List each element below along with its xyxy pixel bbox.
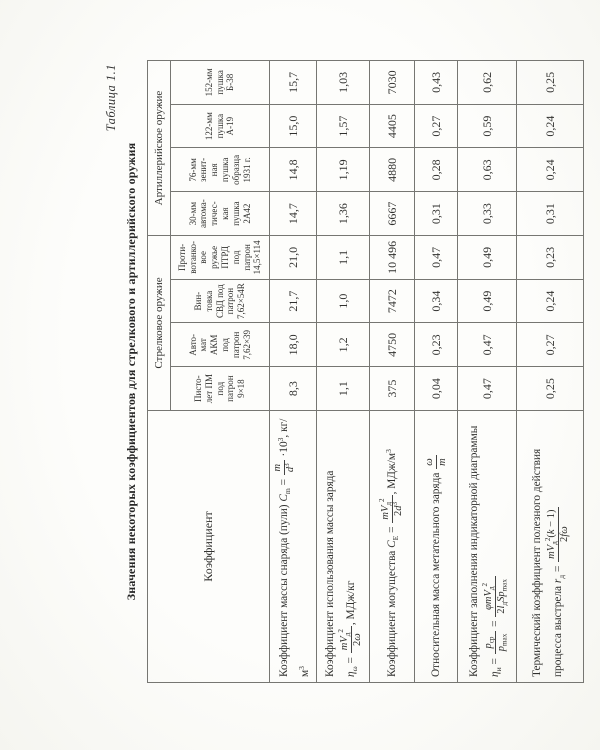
value-cell: 4880 (369, 148, 415, 192)
value-cell: 0,28 (414, 148, 458, 192)
value-cell: 1,03 (316, 60, 370, 105)
weapon-column-header: Проти-вотанко-вое ружье ПТРД под патрон 14,5×… (170, 235, 270, 280)
value-cell: 0,31 (414, 191, 458, 236)
value-cell: 8,3 (269, 366, 317, 411)
value-cell: 10 496 (369, 235, 415, 280)
value-cell: 0,47 (414, 235, 458, 280)
value-cell: 0,47 (457, 366, 517, 411)
weapon-column-header: Вин-товка СВД под патрон 7,62×54R (170, 279, 270, 323)
group-header-small-arms: Стрелковое оружие (147, 235, 171, 411)
coefficient-label: Коэффициент заполнения индикаторной диаг… (457, 410, 517, 683)
coefficients-table: Коэффициент Стрелковое оружие Артиллерий… (147, 60, 584, 683)
value-cell: 1,36 (316, 191, 370, 236)
value-cell: 0,23 (516, 235, 584, 280)
table-header: Коэффициент Стрелковое оружие Артиллерий… (147, 60, 270, 683)
value-cell: 4405 (369, 104, 415, 148)
fraction: mVд2 2d3 (378, 495, 405, 523)
value-cell: 0,23 (414, 323, 458, 367)
weapon-column-header: 122-мм пушка А-19 (170, 104, 270, 148)
group-header-row: Коэффициент Стрелковое оружие Артиллерий… (147, 60, 270, 683)
value-cell: 18,0 (269, 323, 317, 367)
value-cell: 0,47 (457, 323, 517, 367)
value-cell: 7472 (369, 279, 415, 323)
weapon-column-header: Авто-мат АКМ под патрон 7,62×39 (170, 323, 270, 367)
value-cell: 0,49 (457, 279, 517, 323)
value-cell: 0,24 (516, 104, 584, 148)
value-cell: 6667 (369, 191, 415, 236)
weapon-column-header: 152-мм пушка Б-38 (170, 60, 270, 105)
value-cell: 0,27 (414, 104, 458, 148)
value-cell: 0,04 (414, 366, 458, 411)
value-cell: 7030 (369, 60, 415, 105)
value-cell: 14,8 (269, 148, 317, 192)
value-cell: 1,57 (316, 104, 370, 148)
value-cell: 1,1 (316, 366, 370, 411)
table-row: Коэффициент заполнения индикаторной диаг… (457, 60, 517, 683)
value-cell: 1,0 (316, 279, 370, 323)
fraction: mVд2(k − 1) 2fω (544, 506, 571, 562)
fraction: φmVд2 2lдSpmax (481, 576, 509, 617)
value-cell: 1,2 (316, 323, 370, 367)
value-cell: 0,59 (457, 104, 517, 148)
coefficient-label: Относительная масса метательного заряда … (414, 410, 458, 683)
value-cell: 0,27 (516, 323, 584, 367)
value-cell: 0,24 (516, 148, 584, 192)
weapon-column-header: 76-мм зенит-ная пушка образца 1931 г. (170, 148, 270, 192)
value-cell: 0,33 (457, 191, 517, 236)
fraction: m d3 (272, 460, 297, 476)
value-cell: 0,25 (516, 60, 584, 105)
group-header-artillery: Артиллерийское оружие (147, 60, 171, 236)
table-row: Коэффициент использования массы заряда ηω… (316, 60, 370, 683)
coefficient-label: Коэффициент использования массы заряда ηω… (316, 410, 370, 683)
value-cell: 15,7 (269, 60, 317, 105)
table-caption: Таблица 1.1 (104, 64, 118, 132)
table-row: Относительная масса метательного заряда … (414, 60, 458, 683)
value-cell: 0,24 (516, 279, 584, 323)
value-cell: 21,0 (269, 235, 317, 280)
value-cell: 0,25 (516, 366, 584, 411)
value-cell: 0,49 (457, 235, 517, 280)
table-row: Термический коэффициент полезного действ… (516, 60, 584, 683)
value-cell: 1,1 (316, 235, 370, 280)
corner-header-cell: Коэффициент (147, 410, 270, 683)
rotated-table-block: Таблица 1.1 Значения некоторых коэффицие… (104, 60, 584, 683)
value-cell: 21,7 (269, 279, 317, 323)
value-cell: 1,19 (316, 148, 370, 192)
value-cell: 15,0 (269, 104, 317, 148)
value-cell: 0,34 (414, 279, 458, 323)
table-title: Значения некоторых коэффициентов для стр… (124, 142, 138, 601)
value-cell: 375 (369, 366, 415, 411)
value-cell: 0,63 (457, 148, 517, 192)
coefficient-label: Коэффициент могущества CE = mVд2 2d3, МДж… (369, 410, 415, 683)
value-cell: 4750 (369, 323, 415, 367)
value-cell: 0,62 (457, 60, 517, 105)
table-row: Коэффициент могущества CE = mVд2 2d3, МДж… (369, 60, 415, 683)
value-cell: 14,7 (269, 191, 317, 236)
weapon-column-header: 30-мм автома-тичес-кая пушка 2А42 (170, 191, 270, 236)
fraction: mVд2 2ω (337, 626, 364, 654)
fraction: pср pmax (482, 630, 509, 655)
coefficient-label: Термический коэффициент полезного действ… (516, 410, 584, 683)
weapon-column-header: Писто-лет ПМ под патрон 9×18 (170, 366, 270, 411)
value-cell: 0,43 (414, 60, 458, 105)
value-cell: 0,31 (516, 191, 584, 236)
